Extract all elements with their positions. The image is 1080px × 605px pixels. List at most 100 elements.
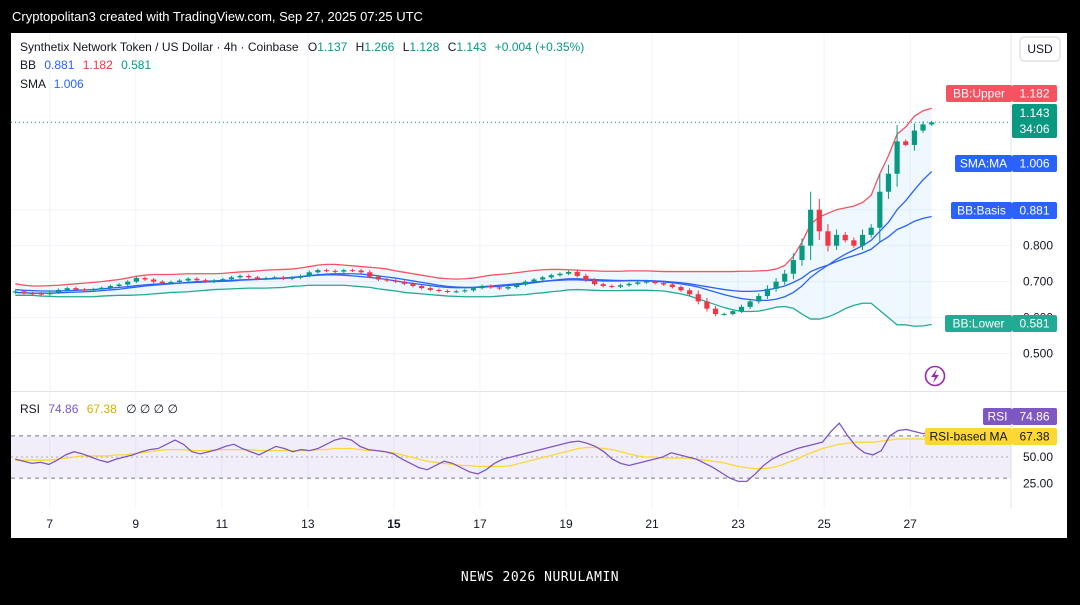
countdown: 34:06 [1019,122,1049,136]
candle-body [557,273,563,276]
candle-body [868,227,874,235]
candle-body [773,281,779,289]
time-tick-label: 13 [301,517,315,531]
candle-body [591,280,598,285]
bb-lower-value-tag-bg [1012,315,1057,332]
rsi-ma-value-tag-bg [1012,428,1057,445]
candle-body [133,278,139,282]
candle-body [522,281,528,285]
candle-body [125,281,131,285]
candle-body [462,290,468,292]
lightning-icon[interactable] [924,365,946,387]
candle-body [272,277,278,279]
candle-body [669,284,675,288]
candle-body [470,288,477,291]
candle-body [687,290,693,295]
rsi-ma-name-tag: RSI-based MA [929,430,1007,444]
bb-lower-name-tag: BB:Lower [952,317,1004,331]
candle-body [298,275,304,278]
candle-body [712,308,719,315]
rsi-name-tag: RSI [987,410,1007,424]
candle-body [280,277,286,279]
candle-body [859,234,866,246]
candle-body [453,291,459,293]
candle-body [609,285,615,287]
candle-body [349,270,356,272]
candle-body [176,280,183,283]
candlestick-chart[interactable]: 0.5000.6000.7000.8000.900791113151719212… [11,33,1067,538]
candle-body [427,288,433,290]
candle-body [263,278,269,280]
candle-body [548,275,554,278]
time-tick-label: 25 [817,517,831,531]
candle-body [583,275,589,281]
bb-upper-name-tag-bg [946,85,1012,102]
candle-body [678,287,684,291]
price-tick-label: 0.700 [1023,275,1053,289]
rsi-pane [11,422,1011,483]
candle-body [747,301,753,307]
candle-body [90,289,96,291]
candle-body [401,281,407,284]
candle-body [444,291,451,293]
time-tick-label: 17 [473,517,487,531]
candle-body [903,141,909,145]
candles [12,120,935,317]
candle-body [315,270,321,273]
legend-symbol: Synthetix Network Token / US Dollar · 4h… [20,40,584,54]
rsi-line [15,422,933,483]
candle-body [799,245,805,261]
rsi-tick-label: 50.00 [1023,450,1053,464]
candle-body [626,283,632,286]
sma-name-tag-bg [955,155,1012,172]
candle-body [47,292,53,295]
candle-body [756,296,762,302]
candle-body [540,277,546,280]
candle-body [782,273,788,282]
currency-button[interactable]: USD [1019,36,1061,62]
candle-body [341,270,347,272]
candle-body [566,271,572,274]
candle-body [289,277,295,279]
candle-body [12,291,18,293]
candle-body [185,278,191,281]
candle-body [202,280,209,282]
candle-body [652,281,658,284]
candle-body [220,279,226,281]
candle-body [30,293,36,295]
candle-body [99,287,105,290]
sma-value-tag: 1.006 [1019,157,1049,171]
candle-body [808,209,814,246]
rsi-ma-line [15,437,932,470]
bb-lower-line [15,284,932,327]
time-tick-label: 21 [645,517,659,531]
candle-body [332,270,338,272]
candle-body [159,281,165,284]
rsi-ma-value-tag: 67.38 [1019,430,1049,444]
grid-lines [11,33,1011,508]
time-tick-label: 15 [387,517,401,531]
candle-body [323,270,330,272]
last-price-value: 1.143 [1019,106,1049,120]
candle-body [617,285,624,287]
bb-basis-name-tag: BB:Basis [957,204,1006,218]
price-tick-label: 0.500 [1023,347,1053,361]
bb-lower-value-tag: 0.581 [1019,317,1049,331]
candle-body [211,280,217,282]
candle-body [851,240,857,246]
legend-rsi: RSI 74.86 67.38 ∅ ∅ ∅ ∅ [20,402,178,416]
time-tick-label: 19 [559,517,573,531]
candle-body [730,311,736,315]
candle-body [151,279,157,282]
candle-body [436,289,442,292]
footer: NEWS 2026 NURULAMIN [0,548,1080,605]
candle-body [929,122,935,125]
candle-body [496,287,503,289]
candle-body [816,209,822,232]
candle-body [419,285,425,289]
candle-body [228,277,235,280]
candle-body [237,275,243,278]
candle-body [306,272,312,276]
footer-text: NEWS 2026 NURULAMIN [460,570,620,585]
candle-body [246,275,252,278]
